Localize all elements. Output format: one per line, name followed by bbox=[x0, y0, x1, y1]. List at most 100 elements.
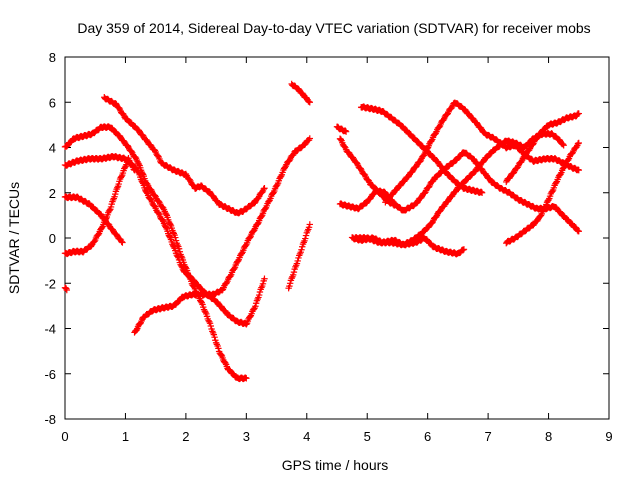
data-point bbox=[417, 194, 425, 201]
data-point bbox=[226, 366, 233, 374]
data-point bbox=[172, 301, 180, 308]
data-point bbox=[290, 268, 298, 276]
x-tick-label: 4 bbox=[303, 429, 310, 444]
data-point bbox=[238, 250, 245, 257]
data-point bbox=[337, 136, 344, 143]
data-point bbox=[115, 180, 122, 188]
data-point bbox=[176, 248, 184, 255]
data-point bbox=[260, 185, 267, 193]
data-point bbox=[243, 375, 250, 382]
data-point bbox=[575, 110, 582, 117]
data-point bbox=[120, 111, 127, 118]
data-point bbox=[218, 351, 225, 359]
data-point bbox=[370, 190, 378, 197]
data-point bbox=[262, 205, 269, 213]
data-point bbox=[246, 234, 254, 241]
data-point bbox=[215, 345, 222, 352]
x-axis: 0 1 2 3 4 5 6 7 8 9 bbox=[61, 57, 613, 444]
x-tick-label: 9 bbox=[605, 429, 612, 444]
data-point bbox=[460, 246, 468, 253]
data-point bbox=[448, 105, 455, 112]
data-point bbox=[151, 192, 159, 199]
data-point bbox=[306, 135, 313, 142]
data-point bbox=[397, 181, 405, 188]
data-point bbox=[428, 137, 435, 144]
data-point bbox=[574, 140, 582, 147]
data-point bbox=[304, 227, 311, 235]
data-point bbox=[166, 233, 173, 240]
data-point bbox=[545, 196, 552, 204]
data-point bbox=[114, 184, 121, 191]
data-point bbox=[222, 359, 229, 367]
data-point bbox=[530, 221, 537, 229]
data-point bbox=[234, 257, 242, 265]
data-point bbox=[162, 210, 170, 218]
data-point bbox=[162, 224, 170, 231]
data-point bbox=[414, 198, 421, 206]
data-point bbox=[254, 220, 261, 228]
data-point bbox=[95, 231, 102, 238]
chart-title: Day 359 of 2014, Sidereal Day-to-day VTE… bbox=[77, 20, 590, 36]
data-point bbox=[128, 148, 135, 155]
data-point bbox=[206, 318, 213, 326]
data-point bbox=[298, 246, 305, 253]
data-point bbox=[159, 216, 166, 224]
data-point bbox=[534, 217, 541, 225]
y-tick-label: -8 bbox=[44, 412, 56, 427]
data-point bbox=[182, 170, 190, 178]
data-point bbox=[169, 229, 177, 236]
data-series-7 bbox=[131, 135, 313, 336]
data-point bbox=[289, 151, 297, 159]
data-point bbox=[109, 226, 116, 233]
data-point bbox=[575, 166, 582, 174]
data-point bbox=[478, 189, 486, 196]
data-point bbox=[281, 164, 289, 171]
data-point bbox=[478, 188, 485, 196]
data-point bbox=[288, 275, 295, 282]
data-point bbox=[143, 189, 150, 196]
data-series-9 bbox=[288, 80, 313, 106]
data-point bbox=[575, 228, 582, 235]
y-tick-label: -4 bbox=[44, 322, 56, 337]
data-point bbox=[118, 238, 125, 245]
data-point bbox=[147, 186, 155, 194]
data-point bbox=[116, 133, 124, 140]
data-point bbox=[417, 158, 424, 165]
data-point bbox=[135, 127, 143, 134]
data-series-15 bbox=[357, 103, 486, 196]
data-point bbox=[341, 143, 348, 150]
data-point bbox=[102, 215, 110, 222]
data-point bbox=[261, 275, 268, 282]
x-tick-label: 5 bbox=[364, 429, 371, 444]
data-point bbox=[286, 280, 294, 287]
data-point bbox=[302, 235, 309, 242]
data-point bbox=[420, 152, 427, 159]
data-point bbox=[549, 188, 556, 195]
data-point bbox=[207, 322, 215, 330]
data-point bbox=[106, 207, 113, 214]
data-point bbox=[139, 132, 147, 139]
data-point bbox=[277, 172, 285, 180]
x-tick-label: 3 bbox=[243, 429, 250, 444]
data-point bbox=[306, 99, 313, 106]
data-point bbox=[231, 265, 238, 272]
data-point bbox=[252, 303, 259, 310]
data-point bbox=[480, 157, 487, 165]
data-point bbox=[342, 128, 350, 135]
data-point bbox=[201, 307, 208, 315]
data-point bbox=[409, 168, 416, 175]
data-point bbox=[113, 231, 120, 238]
data-point bbox=[476, 163, 483, 170]
data-point bbox=[139, 178, 146, 186]
data-point bbox=[118, 173, 125, 180]
y-axis: -8 -6 -4 -2 0 2 4 6 8 bbox=[44, 50, 609, 427]
data-point bbox=[367, 194, 374, 202]
data-point bbox=[246, 313, 254, 320]
data-point bbox=[405, 172, 413, 180]
data-point bbox=[124, 142, 131, 150]
data-point bbox=[197, 298, 205, 305]
data-point bbox=[574, 227, 581, 234]
data-point bbox=[255, 291, 263, 299]
data-point bbox=[112, 190, 119, 198]
